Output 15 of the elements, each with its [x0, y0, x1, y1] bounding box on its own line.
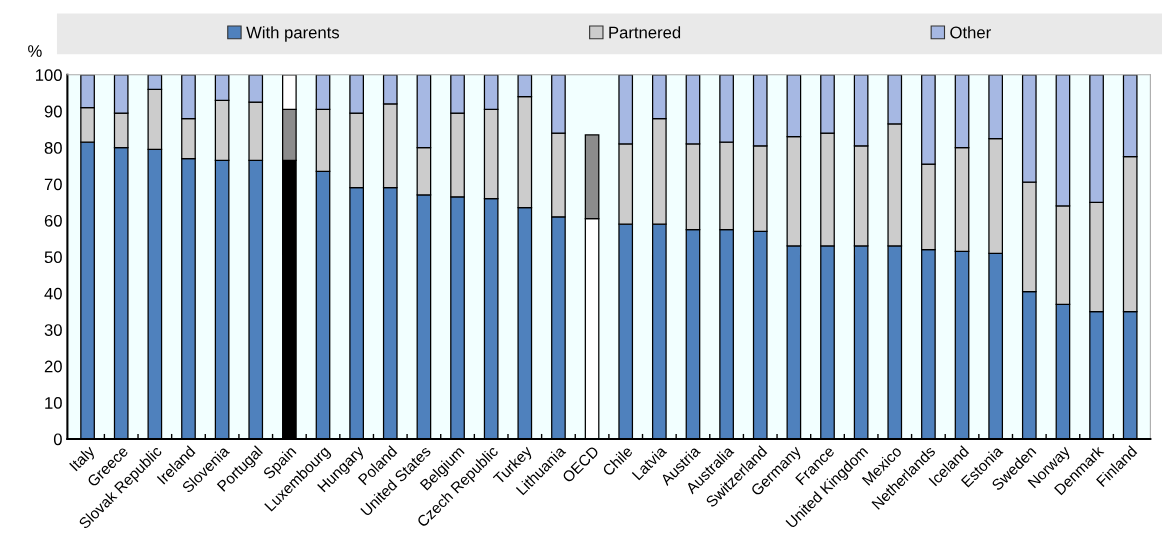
y-tick-label: 20 [44, 360, 62, 373]
y-tick-label: 50 [44, 251, 62, 264]
legend-label: Other [950, 26, 991, 39]
y-tick-label: 10 [45, 397, 62, 409]
legend-label: Partnered [609, 26, 681, 39]
y-tick-label: 60 [44, 214, 62, 227]
y-tick-label: 30 [44, 324, 62, 336]
y-tick-label: 40 [44, 287, 62, 300]
y-tick-label: 100 [36, 69, 62, 81]
legend-label: With parents [246, 26, 340, 42]
y-tick-label: 70 [44, 178, 62, 191]
y-tick-label: 80 [44, 142, 62, 154]
y-tick-label: 90 [44, 105, 62, 118]
y-axis-title: % [28, 45, 42, 57]
y-tick-label: 0 [53, 433, 62, 446]
